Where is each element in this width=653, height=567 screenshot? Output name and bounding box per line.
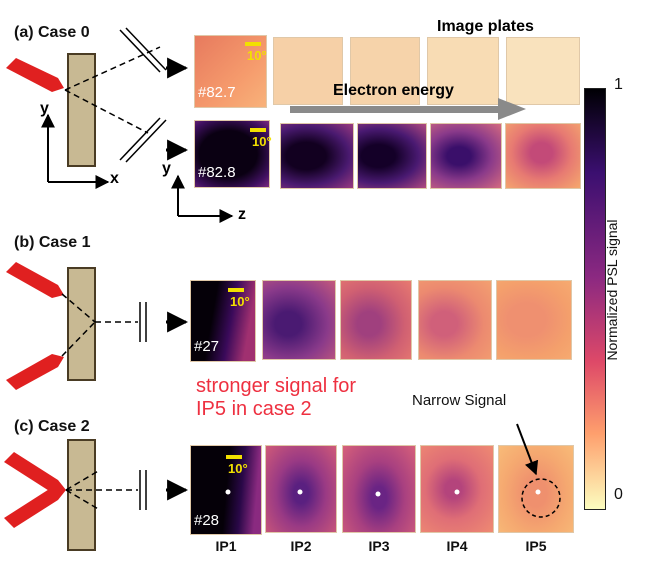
stronger-signal-line2: IP5 in case 2 (196, 398, 312, 420)
plate-r2-ip5 (496, 280, 572, 360)
plate-r0-ip5 (506, 37, 580, 105)
plate-r3-ip3 (342, 445, 416, 533)
signal-dot (297, 489, 303, 495)
colorbar-min-label: 0 (614, 486, 623, 503)
plate-r2-ip4 (418, 280, 492, 360)
plate-r2-ip1 (190, 280, 256, 362)
axis-y-label-2: y (162, 160, 171, 177)
shot-id: #82.7 (198, 84, 236, 101)
ip3-label: IP3 (368, 538, 390, 554)
plate-r1-ip5 (505, 123, 581, 189)
colorbar-max-label: 1 (614, 76, 623, 93)
colorbar-title: Normalized PSL signal (604, 219, 620, 361)
plate-r1-ip4 (430, 123, 502, 189)
narrow-signal-arrow (516, 423, 539, 476)
scale-bar (245, 42, 261, 46)
plate-r0-ip1 (194, 35, 267, 108)
case-0-schematic (6, 27, 167, 189)
shot-id: #28 (194, 512, 220, 529)
case-2-schematic (4, 439, 147, 551)
case-1-label: (b) Case 1 (14, 234, 91, 251)
signal-dot (225, 489, 231, 495)
plate-r3-ip2 (265, 445, 337, 533)
plate-r3-ip5 (498, 445, 574, 533)
ip2-label: IP2 (290, 538, 312, 554)
angle-label: 10° (230, 294, 250, 309)
stronger-signal-line1: stronger signal for (196, 375, 357, 397)
ip4-label: IP4 (446, 538, 468, 554)
case-2-label: (c) Case 2 (14, 418, 90, 435)
ip5-label: IP5 (525, 538, 547, 554)
plate-r0-ip4 (427, 37, 499, 105)
signal-dot (535, 489, 541, 495)
axis-y-label: y (40, 100, 49, 117)
ip1-label: IP1 (215, 538, 237, 554)
laser-arrow-bottom-icon (6, 354, 64, 390)
axis-z-label: z (238, 206, 246, 223)
angle-label: 10° (228, 461, 248, 476)
plate-r0-ip3 (350, 37, 420, 105)
image-plates-title: Image plates (437, 18, 534, 35)
laser-arrow-bottom-icon (4, 486, 66, 528)
plate-r3-ip4 (420, 445, 494, 533)
signal-dot (454, 489, 460, 495)
plate-r1-ip3 (357, 123, 427, 189)
scale-bar (228, 288, 244, 292)
plate-r2-ip2 (262, 280, 336, 360)
plate-r0-ip2 (273, 37, 343, 105)
scale-bar (226, 455, 242, 459)
scale-bar (250, 128, 266, 132)
laser-arrow-top-icon (4, 452, 66, 494)
electron-energy-label: Electron energy (333, 82, 454, 99)
shot-id: #27 (194, 338, 220, 355)
laser-arrow-top-icon (6, 262, 64, 298)
angle-label: 10° (252, 134, 272, 149)
axis-x-label: x (110, 170, 119, 187)
case-0-label: (a) Case 0 (14, 24, 90, 41)
angle-label: 10° (247, 48, 267, 63)
narrow-signal-label: Narrow Signal (412, 392, 507, 409)
shot-id: #82.8 (198, 164, 236, 181)
signal-dot (375, 491, 381, 497)
plate-r2-ip3 (340, 280, 412, 360)
case-1-schematic (6, 262, 147, 390)
narrow-signal-circle (521, 478, 561, 518)
electron-energy-arrow (290, 98, 526, 120)
plate-r3-ip1 (190, 445, 262, 535)
plate-r1-ip2 (280, 123, 354, 189)
laser-arrow-icon (6, 58, 64, 92)
colorbar (584, 88, 606, 510)
